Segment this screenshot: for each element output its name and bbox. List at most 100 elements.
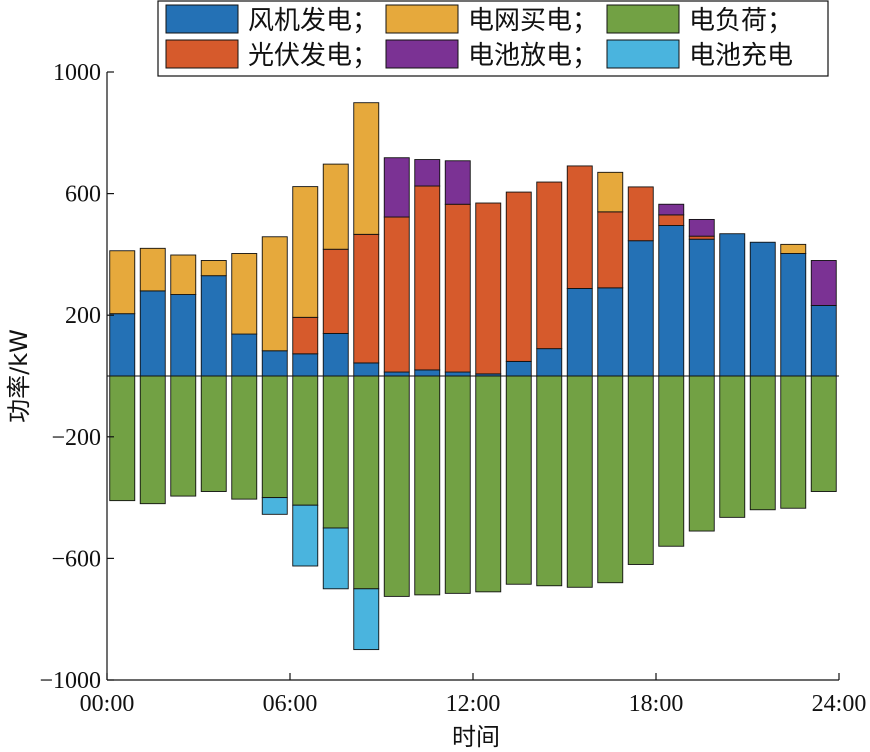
bar-segment — [353, 102, 380, 235]
bar-segment — [536, 348, 563, 377]
bar-segment — [414, 369, 441, 377]
legend-box — [157, 0, 829, 77]
bar-segment — [627, 240, 654, 377]
y-axis-label: 功率/kW — [5, 329, 33, 423]
bar-segment — [658, 375, 685, 547]
bar-segment — [810, 305, 837, 377]
bar-segment — [322, 375, 349, 529]
bar-segment — [261, 375, 288, 499]
bar-segment — [749, 241, 776, 377]
legend-label: 电池充电 — [689, 41, 793, 71]
bar-segment — [658, 203, 685, 216]
bar-segment — [292, 375, 319, 506]
y-tick-label: 600 — [65, 182, 101, 208]
bar-segment — [170, 294, 197, 377]
bar-segment — [261, 350, 288, 377]
y-tick-label: 200 — [65, 303, 101, 329]
bar-segment — [444, 160, 471, 205]
y-tick-label: −600 — [51, 546, 101, 572]
bar-segment — [505, 191, 532, 362]
bar-segment — [109, 375, 136, 502]
bar-segment — [719, 375, 746, 518]
bar-segment — [200, 260, 227, 277]
bar-segment — [810, 260, 837, 306]
x-tick-label: 24:00 — [812, 691, 867, 717]
bar-segment — [475, 202, 502, 375]
bar-segment — [414, 375, 441, 596]
bar-segment — [231, 375, 258, 500]
legend-swatch — [606, 4, 680, 34]
legend-label: 电负荷； — [689, 6, 793, 36]
bar-segment — [383, 157, 410, 218]
bar-segment — [566, 165, 593, 289]
bars-layer — [109, 102, 837, 651]
bar-segment — [780, 253, 807, 377]
bar-segment — [597, 375, 624, 584]
bar-segment — [719, 233, 746, 377]
bar-segment — [261, 236, 288, 352]
bar-segment — [292, 316, 319, 355]
bar-segment — [597, 171, 624, 213]
bar-segment — [780, 375, 807, 509]
legend: 风机发电； 光伏发电； 电网买电； 电池放电； 电负荷； 电池充电 — [157, 0, 829, 77]
bar-segment — [505, 360, 532, 377]
bar-segment — [597, 287, 624, 377]
bar-segment — [353, 375, 380, 590]
y-tick-label: 1000 — [53, 60, 101, 86]
bar-segment — [322, 163, 349, 250]
bar-segment — [231, 333, 258, 377]
bar-segment — [414, 185, 441, 371]
bar-segment — [688, 235, 715, 240]
bar-segment — [353, 233, 380, 364]
legend-swatch — [606, 39, 680, 69]
legend-label: 电网买电； — [468, 6, 598, 36]
bar-segment — [231, 253, 258, 335]
bar-segment — [627, 375, 654, 565]
y-tick-label: −200 — [51, 425, 101, 451]
bar-segment — [170, 254, 197, 295]
bar-segment — [200, 375, 227, 492]
bar-segment — [688, 375, 715, 532]
bar-segment — [261, 497, 288, 515]
bar-segment — [536, 181, 563, 350]
legend-swatch — [385, 4, 459, 34]
bar-segment — [414, 159, 441, 187]
bar-segment — [292, 353, 319, 377]
bar-segment — [627, 186, 654, 242]
bar-segment — [353, 362, 380, 377]
bar-segment — [322, 332, 349, 377]
x-tick-label: 12:00 — [446, 691, 501, 717]
bar-segment — [109, 250, 136, 315]
bar-segment — [322, 248, 349, 334]
bar-segment — [353, 588, 380, 651]
bar-segment — [688, 238, 715, 377]
bar-segment — [658, 214, 685, 226]
bar-segment — [139, 247, 166, 292]
legend-label: 光伏发电； — [248, 41, 378, 71]
bar-segment — [383, 216, 410, 373]
bar-segment — [383, 375, 410, 597]
bar-segment — [536, 375, 563, 587]
bar-segment — [292, 186, 319, 318]
x-tick-label: 06:00 — [263, 691, 318, 717]
bar-segment — [810, 375, 837, 492]
bar-segment — [749, 375, 776, 511]
bar-segment — [444, 375, 471, 594]
x-axis-label: 时间 — [452, 723, 500, 751]
legend-label: 风机发电； — [248, 6, 378, 36]
bar-segment — [780, 243, 807, 254]
bar-segment — [292, 504, 319, 567]
x-tick-label: 00:00 — [80, 691, 135, 717]
bar-segment — [688, 218, 715, 237]
y-tick-label: −1000 — [39, 668, 101, 694]
bar-segment — [170, 375, 197, 497]
x-tick-label: 18:00 — [629, 691, 684, 717]
legend-swatch — [165, 39, 239, 69]
legend-swatch — [385, 39, 459, 69]
bar-segment — [139, 290, 166, 377]
bar-segment — [566, 287, 593, 377]
bar-segment — [444, 371, 471, 377]
bar-segment — [109, 313, 136, 377]
